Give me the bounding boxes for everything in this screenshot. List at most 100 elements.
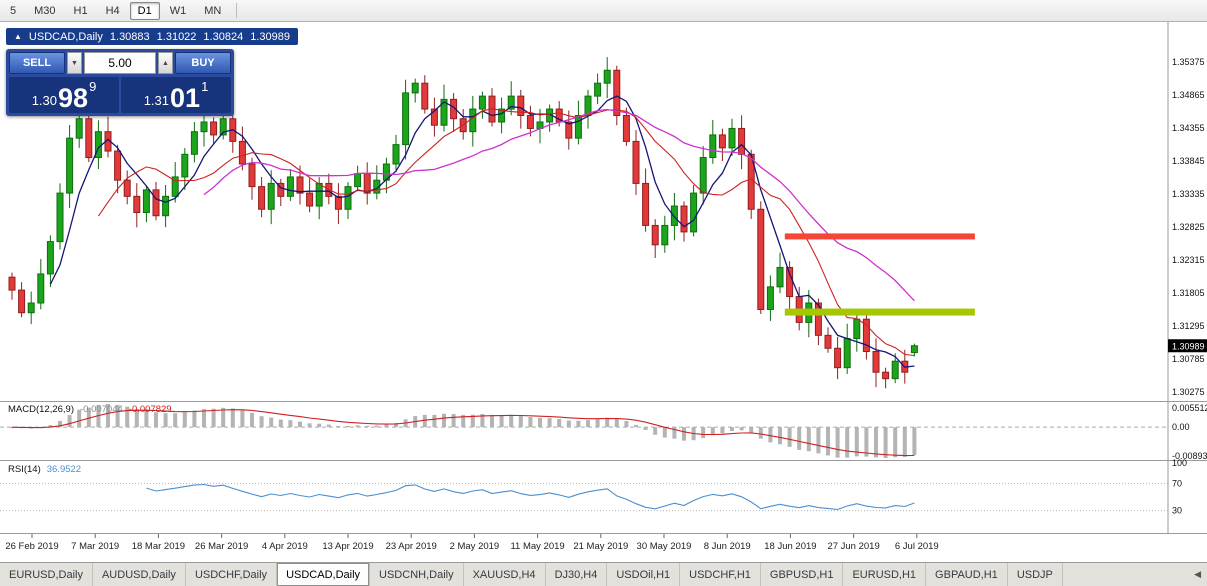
- candle: [267, 182, 275, 210]
- candle: [277, 182, 285, 197]
- candle: [478, 95, 486, 110]
- chart-tab-eurusd-daily[interactable]: EURUSD,Daily: [0, 563, 93, 586]
- volume-decrease-button[interactable]: ▼: [67, 52, 82, 74]
- macd-histogram-bar: [854, 427, 859, 457]
- macd-histogram-bar: [326, 424, 331, 428]
- close-value: 1.30989: [250, 30, 290, 43]
- buy-price-display[interactable]: 1.31 01 1: [121, 77, 231, 113]
- timeframe-button-h1[interactable]: H1: [73, 4, 88, 17]
- timeframe-button-mn[interactable]: MN: [204, 4, 222, 17]
- chart-tab-gbpaud-h1[interactable]: GBPAUD,H1: [926, 563, 1008, 586]
- chart-tab-xauusd-h4[interactable]: XAUUSD,H4: [464, 563, 546, 586]
- volume-increase-button[interactable]: ▲: [158, 52, 173, 74]
- sell-price-pip-digit: 9: [89, 79, 97, 94]
- chart-tab-usdchf-h1[interactable]: USDCHF,H1: [680, 563, 761, 586]
- timeframe-button-h4[interactable]: H4: [105, 4, 120, 17]
- candle: [574, 115, 582, 139]
- macd-histogram-bar: [173, 413, 178, 428]
- candle: [315, 182, 323, 207]
- chart-tab-usdjp[interactable]: USDJP: [1008, 563, 1063, 586]
- volume-input[interactable]: [84, 52, 156, 74]
- candle: [334, 195, 342, 210]
- timeframe-button-5[interactable]: 5: [10, 4, 17, 17]
- candle: [421, 82, 429, 110]
- candle: [613, 69, 621, 117]
- sell-button[interactable]: SELL: [9, 52, 65, 74]
- time-axis-label: 4 Apr 2019: [262, 541, 308, 552]
- macd-histogram-bar: [653, 427, 658, 435]
- candle: [814, 302, 822, 336]
- timeframe-button-m30[interactable]: M30: [34, 4, 56, 17]
- sell-price-big-digits: 98: [58, 83, 89, 114]
- candle: [200, 121, 208, 133]
- candle: [190, 131, 198, 155]
- candle: [286, 176, 294, 197]
- time-axis-label: 26 Feb 2019: [5, 541, 58, 552]
- candle: [450, 98, 458, 120]
- candle: [709, 134, 717, 159]
- candle: [123, 179, 131, 197]
- macd-histogram-bar: [778, 427, 782, 445]
- macd-histogram-bar: [912, 427, 917, 456]
- chart-canvas[interactable]: 1.35375 1.34865 1.34355 1.33845 1.33335 1.328…: [0, 22, 1207, 562]
- chart-tab-eurusd-h1[interactable]: EURUSD,H1: [843, 563, 927, 586]
- chart-tab-usdchf-daily[interactable]: USDCHF,Daily: [186, 563, 278, 586]
- sell-price-prefix: 1.30: [31, 93, 58, 108]
- rsi-label: RSI(14) 36.9522: [8, 464, 81, 475]
- macd-histogram-bar: [826, 427, 830, 456]
- candle: [152, 189, 160, 217]
- price-axis-label: 1.35375: [1172, 57, 1205, 67]
- one-click-toggle-icon[interactable]: ▲: [14, 31, 22, 41]
- candle: [834, 347, 842, 369]
- chart-tab-usdoil-h1[interactable]: USDOil,H1: [607, 563, 681, 586]
- resistance-line[interactable]: [784, 233, 975, 240]
- macd-histogram-bar: [893, 427, 898, 458]
- candle: [75, 118, 83, 139]
- chart-tab-dj30-h4[interactable]: DJ30,H4: [546, 563, 608, 586]
- macd-histogram-bar: [758, 427, 763, 439]
- timeframe-button-w1[interactable]: W1: [169, 4, 187, 17]
- macd-histogram-bar: [835, 427, 840, 458]
- tab-scroll-left-icon[interactable]: ◀: [1194, 569, 1201, 579]
- candle: [651, 224, 659, 246]
- chart-tab-usdcnh-daily[interactable]: USDCNH,Daily: [370, 563, 464, 586]
- rsi-axis-label: 70: [1172, 478, 1182, 488]
- macd-axis-label-min: -0.00893: [1172, 451, 1207, 461]
- macd-histogram-bar: [77, 409, 82, 428]
- sell-price-display[interactable]: 1.30 98 9: [9, 77, 119, 113]
- candle: [363, 173, 371, 194]
- candle: [622, 115, 630, 142]
- macd-histogram-bar: [595, 418, 600, 428]
- ma-slow-line: [203, 108, 915, 302]
- macd-histogram-bar: [48, 425, 53, 428]
- macd-label: MACD(12,26,9) -0.007044 -0.007829: [8, 404, 172, 415]
- support-line[interactable]: [784, 308, 975, 316]
- candle: [565, 121, 573, 139]
- macd-histogram-bar: [864, 427, 869, 457]
- timeframe-button-d1[interactable]: D1: [129, 1, 160, 20]
- candle: [699, 157, 707, 194]
- macd-histogram-bar: [240, 410, 245, 428]
- macd-histogram-bar: [144, 410, 149, 428]
- time-axis-label: 23 Apr 2019: [386, 541, 437, 552]
- chart-tab-gbpusd-h1[interactable]: GBPUSD,H1: [761, 563, 844, 586]
- candle: [66, 137, 74, 194]
- candle: [238, 140, 246, 165]
- time-axis-label: 18 Mar 2019: [132, 541, 185, 552]
- macd-histogram-bar: [806, 427, 811, 452]
- buy-button[interactable]: BUY: [175, 52, 231, 74]
- chart-tab-usdcad-daily[interactable]: USDCAD,Daily: [277, 563, 371, 586]
- candle: [162, 195, 170, 217]
- candle: [843, 338, 851, 369]
- time-axis-label: 21 May 2019: [573, 541, 628, 552]
- chart-tab-bar: EURUSD,Daily AUDUSD,Daily USDCHF,Daily USDC…: [0, 562, 1207, 586]
- macd-histogram-bar: [720, 427, 725, 434]
- candle: [757, 208, 765, 310]
- candle: [354, 173, 362, 188]
- candle: [85, 118, 93, 159]
- price-axis-label: 1.33335: [1172, 189, 1205, 199]
- chart-region: 1.35375 1.34865 1.34355 1.33845 1.33335 1.328…: [0, 22, 1207, 562]
- candle: [738, 127, 746, 155]
- chart-tab-audusd-daily[interactable]: AUDUSD,Daily: [93, 563, 186, 586]
- macd-histogram-bar: [336, 425, 341, 428]
